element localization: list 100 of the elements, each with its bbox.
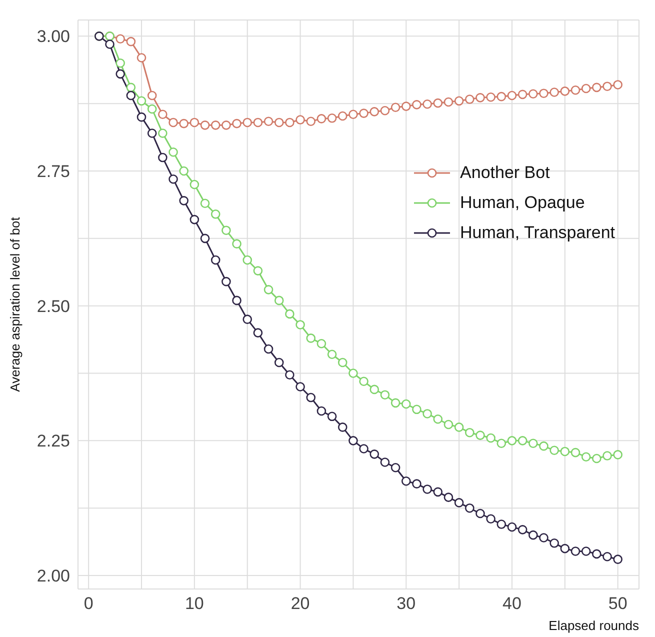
point xyxy=(285,309,294,319)
point xyxy=(232,296,242,306)
legend-label: Human, Opaque xyxy=(460,193,585,213)
point xyxy=(581,546,591,556)
point xyxy=(570,448,580,458)
point xyxy=(348,436,358,446)
point xyxy=(592,549,602,559)
point xyxy=(528,438,538,448)
point xyxy=(412,100,422,110)
point xyxy=(496,92,506,102)
y-tick-label: 2.25 xyxy=(36,432,70,451)
point xyxy=(359,444,368,454)
point xyxy=(433,414,443,424)
point xyxy=(200,198,210,208)
point xyxy=(422,484,432,494)
point xyxy=(179,166,188,176)
point xyxy=(285,370,294,380)
point xyxy=(550,538,559,548)
point xyxy=(232,118,242,128)
point xyxy=(454,498,464,508)
point xyxy=(592,82,602,92)
point xyxy=(338,111,348,121)
point xyxy=(560,544,570,554)
point xyxy=(401,476,411,486)
point xyxy=(200,120,210,130)
point xyxy=(560,446,570,456)
point xyxy=(264,285,274,294)
point xyxy=(528,530,538,540)
point xyxy=(327,350,337,360)
point xyxy=(528,89,538,99)
point xyxy=(570,546,580,556)
point xyxy=(507,436,517,446)
point xyxy=(296,382,305,392)
point xyxy=(338,358,348,368)
point xyxy=(105,40,114,49)
point xyxy=(486,92,496,102)
point xyxy=(390,463,400,472)
point xyxy=(444,420,454,430)
x-tick-label: 10 xyxy=(184,594,204,614)
point xyxy=(507,90,517,100)
point xyxy=(592,454,602,464)
point xyxy=(348,110,358,120)
point xyxy=(274,358,284,368)
point xyxy=(136,112,146,122)
point xyxy=(179,118,188,128)
point xyxy=(380,458,390,467)
point xyxy=(518,90,528,100)
point xyxy=(412,404,422,414)
point xyxy=(433,487,443,497)
x-tick-label: 40 xyxy=(502,594,522,614)
point xyxy=(412,479,422,488)
point xyxy=(264,344,274,354)
point xyxy=(454,422,464,432)
point xyxy=(422,99,432,109)
point xyxy=(613,450,622,460)
point xyxy=(464,428,474,438)
point xyxy=(126,36,136,46)
point xyxy=(168,118,178,128)
point xyxy=(222,226,231,235)
point xyxy=(370,450,380,459)
y-axis-title: Average aspiration level of bot xyxy=(8,216,23,392)
point xyxy=(496,438,506,448)
point xyxy=(168,147,178,157)
point xyxy=(560,86,570,96)
point xyxy=(613,554,622,564)
x-tick-label: 20 xyxy=(290,594,310,614)
point xyxy=(116,58,125,68)
point xyxy=(296,115,305,124)
point xyxy=(370,384,380,394)
point xyxy=(359,108,368,118)
point xyxy=(370,107,380,116)
point xyxy=(285,118,294,128)
point xyxy=(476,93,485,102)
point xyxy=(200,234,210,244)
point xyxy=(327,412,337,422)
point xyxy=(476,430,485,440)
point xyxy=(401,102,411,111)
point xyxy=(327,114,337,123)
point xyxy=(190,118,200,128)
point xyxy=(136,53,146,62)
point xyxy=(126,90,136,100)
point xyxy=(222,276,231,286)
point xyxy=(476,508,485,518)
point xyxy=(316,114,326,124)
point xyxy=(539,533,548,542)
point xyxy=(158,128,168,138)
point xyxy=(147,104,157,114)
point xyxy=(380,106,390,116)
point xyxy=(464,94,474,104)
point xyxy=(507,522,517,532)
point xyxy=(444,492,454,502)
point xyxy=(390,398,400,408)
point xyxy=(168,174,178,184)
x-tick-label: 0 xyxy=(84,594,94,614)
point xyxy=(210,210,220,219)
point xyxy=(253,266,263,276)
point xyxy=(242,118,252,128)
point xyxy=(147,128,157,138)
point xyxy=(126,82,136,92)
y-tick-label: 2.00 xyxy=(36,566,70,586)
